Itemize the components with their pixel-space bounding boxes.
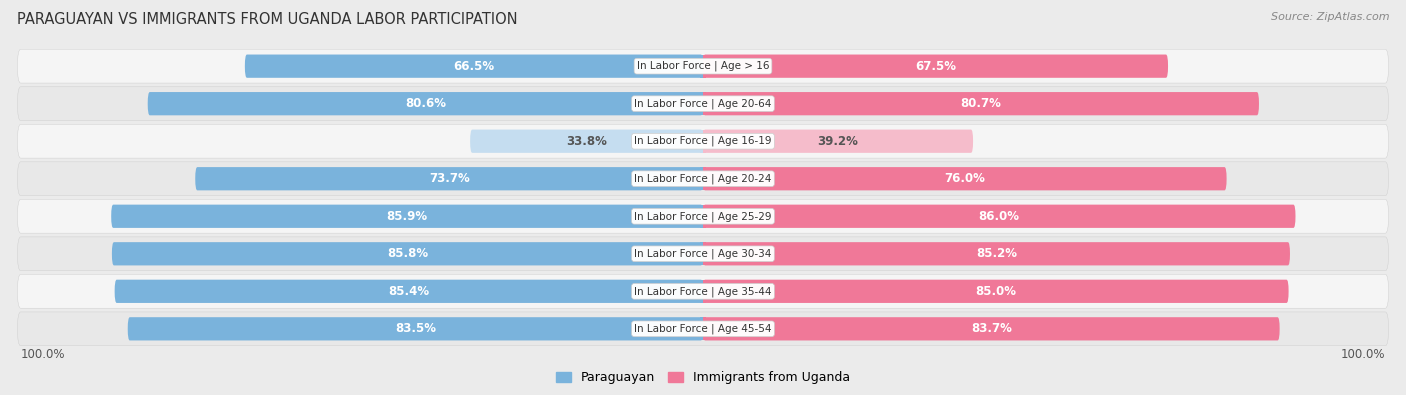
Text: In Labor Force | Age 35-44: In Labor Force | Age 35-44	[634, 286, 772, 297]
Text: 100.0%: 100.0%	[1340, 348, 1385, 361]
FancyBboxPatch shape	[17, 312, 1389, 346]
FancyBboxPatch shape	[245, 55, 703, 78]
Text: 85.0%: 85.0%	[976, 285, 1017, 298]
FancyBboxPatch shape	[470, 130, 703, 153]
Text: 85.4%: 85.4%	[388, 285, 429, 298]
Text: 39.2%: 39.2%	[818, 135, 859, 148]
FancyBboxPatch shape	[703, 205, 1295, 228]
FancyBboxPatch shape	[703, 242, 1289, 265]
Bar	[703, 55, 706, 78]
Text: 100.0%: 100.0%	[21, 348, 66, 361]
Text: In Labor Force | Age 16-19: In Labor Force | Age 16-19	[634, 136, 772, 147]
Text: 73.7%: 73.7%	[429, 172, 470, 185]
FancyBboxPatch shape	[148, 92, 703, 115]
Text: 83.7%: 83.7%	[972, 322, 1012, 335]
Text: In Labor Force | Age 20-24: In Labor Force | Age 20-24	[634, 173, 772, 184]
Bar	[700, 92, 703, 115]
Bar	[700, 242, 703, 265]
Text: In Labor Force | Age 20-64: In Labor Force | Age 20-64	[634, 98, 772, 109]
FancyBboxPatch shape	[703, 55, 1168, 78]
Text: 33.8%: 33.8%	[567, 135, 607, 148]
Bar	[700, 167, 703, 190]
Bar	[700, 280, 703, 303]
Bar	[703, 205, 706, 228]
FancyBboxPatch shape	[17, 124, 1389, 158]
Text: In Labor Force | Age 30-34: In Labor Force | Age 30-34	[634, 248, 772, 259]
FancyBboxPatch shape	[115, 280, 703, 303]
FancyBboxPatch shape	[195, 167, 703, 190]
Text: 86.0%: 86.0%	[979, 210, 1019, 223]
FancyBboxPatch shape	[703, 280, 1289, 303]
FancyBboxPatch shape	[111, 205, 703, 228]
FancyBboxPatch shape	[17, 87, 1389, 120]
Bar	[700, 205, 703, 228]
Text: 85.8%: 85.8%	[387, 247, 427, 260]
FancyBboxPatch shape	[17, 275, 1389, 308]
Text: Source: ZipAtlas.com: Source: ZipAtlas.com	[1271, 12, 1389, 22]
Bar	[703, 167, 706, 190]
Bar	[703, 317, 706, 340]
FancyBboxPatch shape	[703, 130, 973, 153]
FancyBboxPatch shape	[17, 237, 1389, 271]
Text: 85.9%: 85.9%	[387, 210, 427, 223]
FancyBboxPatch shape	[703, 167, 1226, 190]
Bar	[703, 242, 706, 265]
FancyBboxPatch shape	[703, 92, 1258, 115]
Text: In Labor Force | Age 45-54: In Labor Force | Age 45-54	[634, 324, 772, 334]
Text: 76.0%: 76.0%	[945, 172, 986, 185]
FancyBboxPatch shape	[17, 199, 1389, 233]
Text: In Labor Force | Age > 16: In Labor Force | Age > 16	[637, 61, 769, 71]
Text: 83.5%: 83.5%	[395, 322, 436, 335]
Text: 67.5%: 67.5%	[915, 60, 956, 73]
Text: 66.5%: 66.5%	[453, 60, 495, 73]
Legend: Paraguayan, Immigrants from Uganda: Paraguayan, Immigrants from Uganda	[551, 367, 855, 389]
FancyBboxPatch shape	[128, 317, 703, 340]
Text: 80.6%: 80.6%	[405, 97, 446, 110]
Text: PARAGUAYAN VS IMMIGRANTS FROM UGANDA LABOR PARTICIPATION: PARAGUAYAN VS IMMIGRANTS FROM UGANDA LAB…	[17, 12, 517, 27]
Bar	[700, 130, 703, 153]
Bar	[703, 280, 706, 303]
FancyBboxPatch shape	[17, 49, 1389, 83]
FancyBboxPatch shape	[703, 317, 1279, 340]
Text: 80.7%: 80.7%	[960, 97, 1001, 110]
FancyBboxPatch shape	[17, 162, 1389, 196]
Bar	[700, 55, 703, 78]
Text: 85.2%: 85.2%	[976, 247, 1017, 260]
Text: In Labor Force | Age 25-29: In Labor Force | Age 25-29	[634, 211, 772, 222]
Bar	[703, 130, 706, 153]
Bar	[703, 92, 706, 115]
Bar	[700, 317, 703, 340]
FancyBboxPatch shape	[112, 242, 703, 265]
